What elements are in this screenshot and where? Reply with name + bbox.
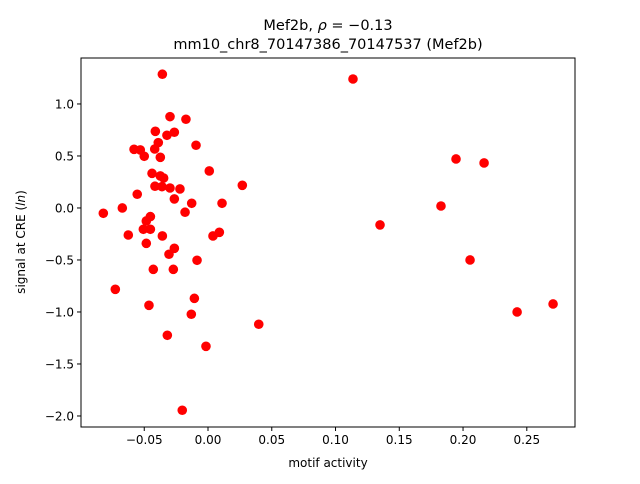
data-point — [201, 341, 211, 352]
data-point — [169, 127, 180, 138]
y-tick-label: −1.0 — [45, 305, 74, 319]
data-point — [189, 293, 200, 304]
data-point — [162, 130, 172, 141]
data-point — [98, 208, 109, 219]
data-point — [138, 224, 149, 235]
data-point — [181, 114, 191, 125]
data-point — [237, 180, 248, 191]
data-point — [157, 231, 168, 241]
y-tick-label: −2.0 — [45, 409, 74, 423]
data-point — [165, 183, 175, 193]
data-point — [141, 238, 152, 249]
data-point — [479, 158, 489, 168]
data-point — [132, 189, 143, 200]
y-axis-label: signal at CRE (ln) — [14, 190, 28, 294]
data-point — [169, 194, 180, 204]
data-point — [214, 227, 225, 238]
data-point — [186, 309, 197, 320]
data-point — [150, 126, 161, 137]
data-point — [149, 144, 160, 154]
data-point — [548, 299, 558, 309]
data-point — [175, 184, 185, 194]
x-tick-label: 0.05 — [258, 433, 285, 447]
data-point — [436, 201, 446, 211]
x-tick-label: −0.05 — [126, 433, 163, 447]
data-point — [141, 216, 152, 226]
data-points — [98, 69, 558, 416]
chart-title-line1: Mef2b, ρ = −0.13 — [263, 18, 392, 34]
data-point — [168, 264, 179, 275]
data-point — [375, 220, 385, 230]
y-tick-label: 0.5 — [55, 149, 74, 163]
data-point — [139, 151, 150, 162]
data-point — [123, 230, 134, 240]
data-point — [348, 74, 358, 84]
data-point — [110, 284, 121, 295]
data-point — [144, 300, 154, 311]
data-point — [217, 198, 227, 209]
data-point — [148, 264, 159, 275]
data-point — [165, 111, 175, 122]
x-tick-label: 0.25 — [513, 433, 540, 447]
x-tick-label: 0.15 — [386, 433, 413, 447]
y-tick-label: 0.0 — [55, 201, 74, 215]
plot-area-frame — [80, 57, 576, 428]
data-point — [155, 152, 166, 163]
data-point — [158, 173, 169, 183]
x-tick-label: 0.20 — [450, 433, 477, 447]
data-point — [157, 69, 168, 80]
data-point — [145, 224, 156, 235]
data-point — [192, 255, 202, 266]
data-point — [147, 168, 157, 179]
x-axis-ticks: −0.05 0.00 0.05 0.10 0.15 0.20 0.25 — [126, 427, 540, 447]
data-point — [150, 181, 160, 192]
data-point — [512, 307, 522, 317]
data-point — [186, 198, 197, 209]
data-point — [157, 181, 167, 192]
data-point — [117, 203, 128, 213]
data-point — [164, 249, 174, 260]
x-axis-label: motif activity — [288, 456, 367, 470]
y-axis-ticks: −2.0 −1.5 −1.0 −0.5 0.0 0.5 1.0 — [45, 97, 81, 423]
data-point — [191, 140, 201, 151]
y-tick-label: 1.0 — [55, 97, 74, 111]
data-point — [253, 319, 264, 330]
x-tick-label: 0.10 — [322, 433, 349, 447]
data-point — [204, 166, 215, 176]
data-point — [162, 330, 173, 341]
data-point — [465, 255, 475, 265]
chart-title-line2: mm10_chr8_70147386_70147537 (Mef2b) — [173, 37, 482, 53]
data-point — [177, 405, 188, 416]
y-tick-label: −1.5 — [45, 357, 74, 371]
y-tick-label: −0.5 — [45, 253, 74, 267]
data-point — [451, 154, 461, 164]
data-point — [180, 207, 190, 218]
x-tick-label: 0.00 — [195, 433, 222, 447]
